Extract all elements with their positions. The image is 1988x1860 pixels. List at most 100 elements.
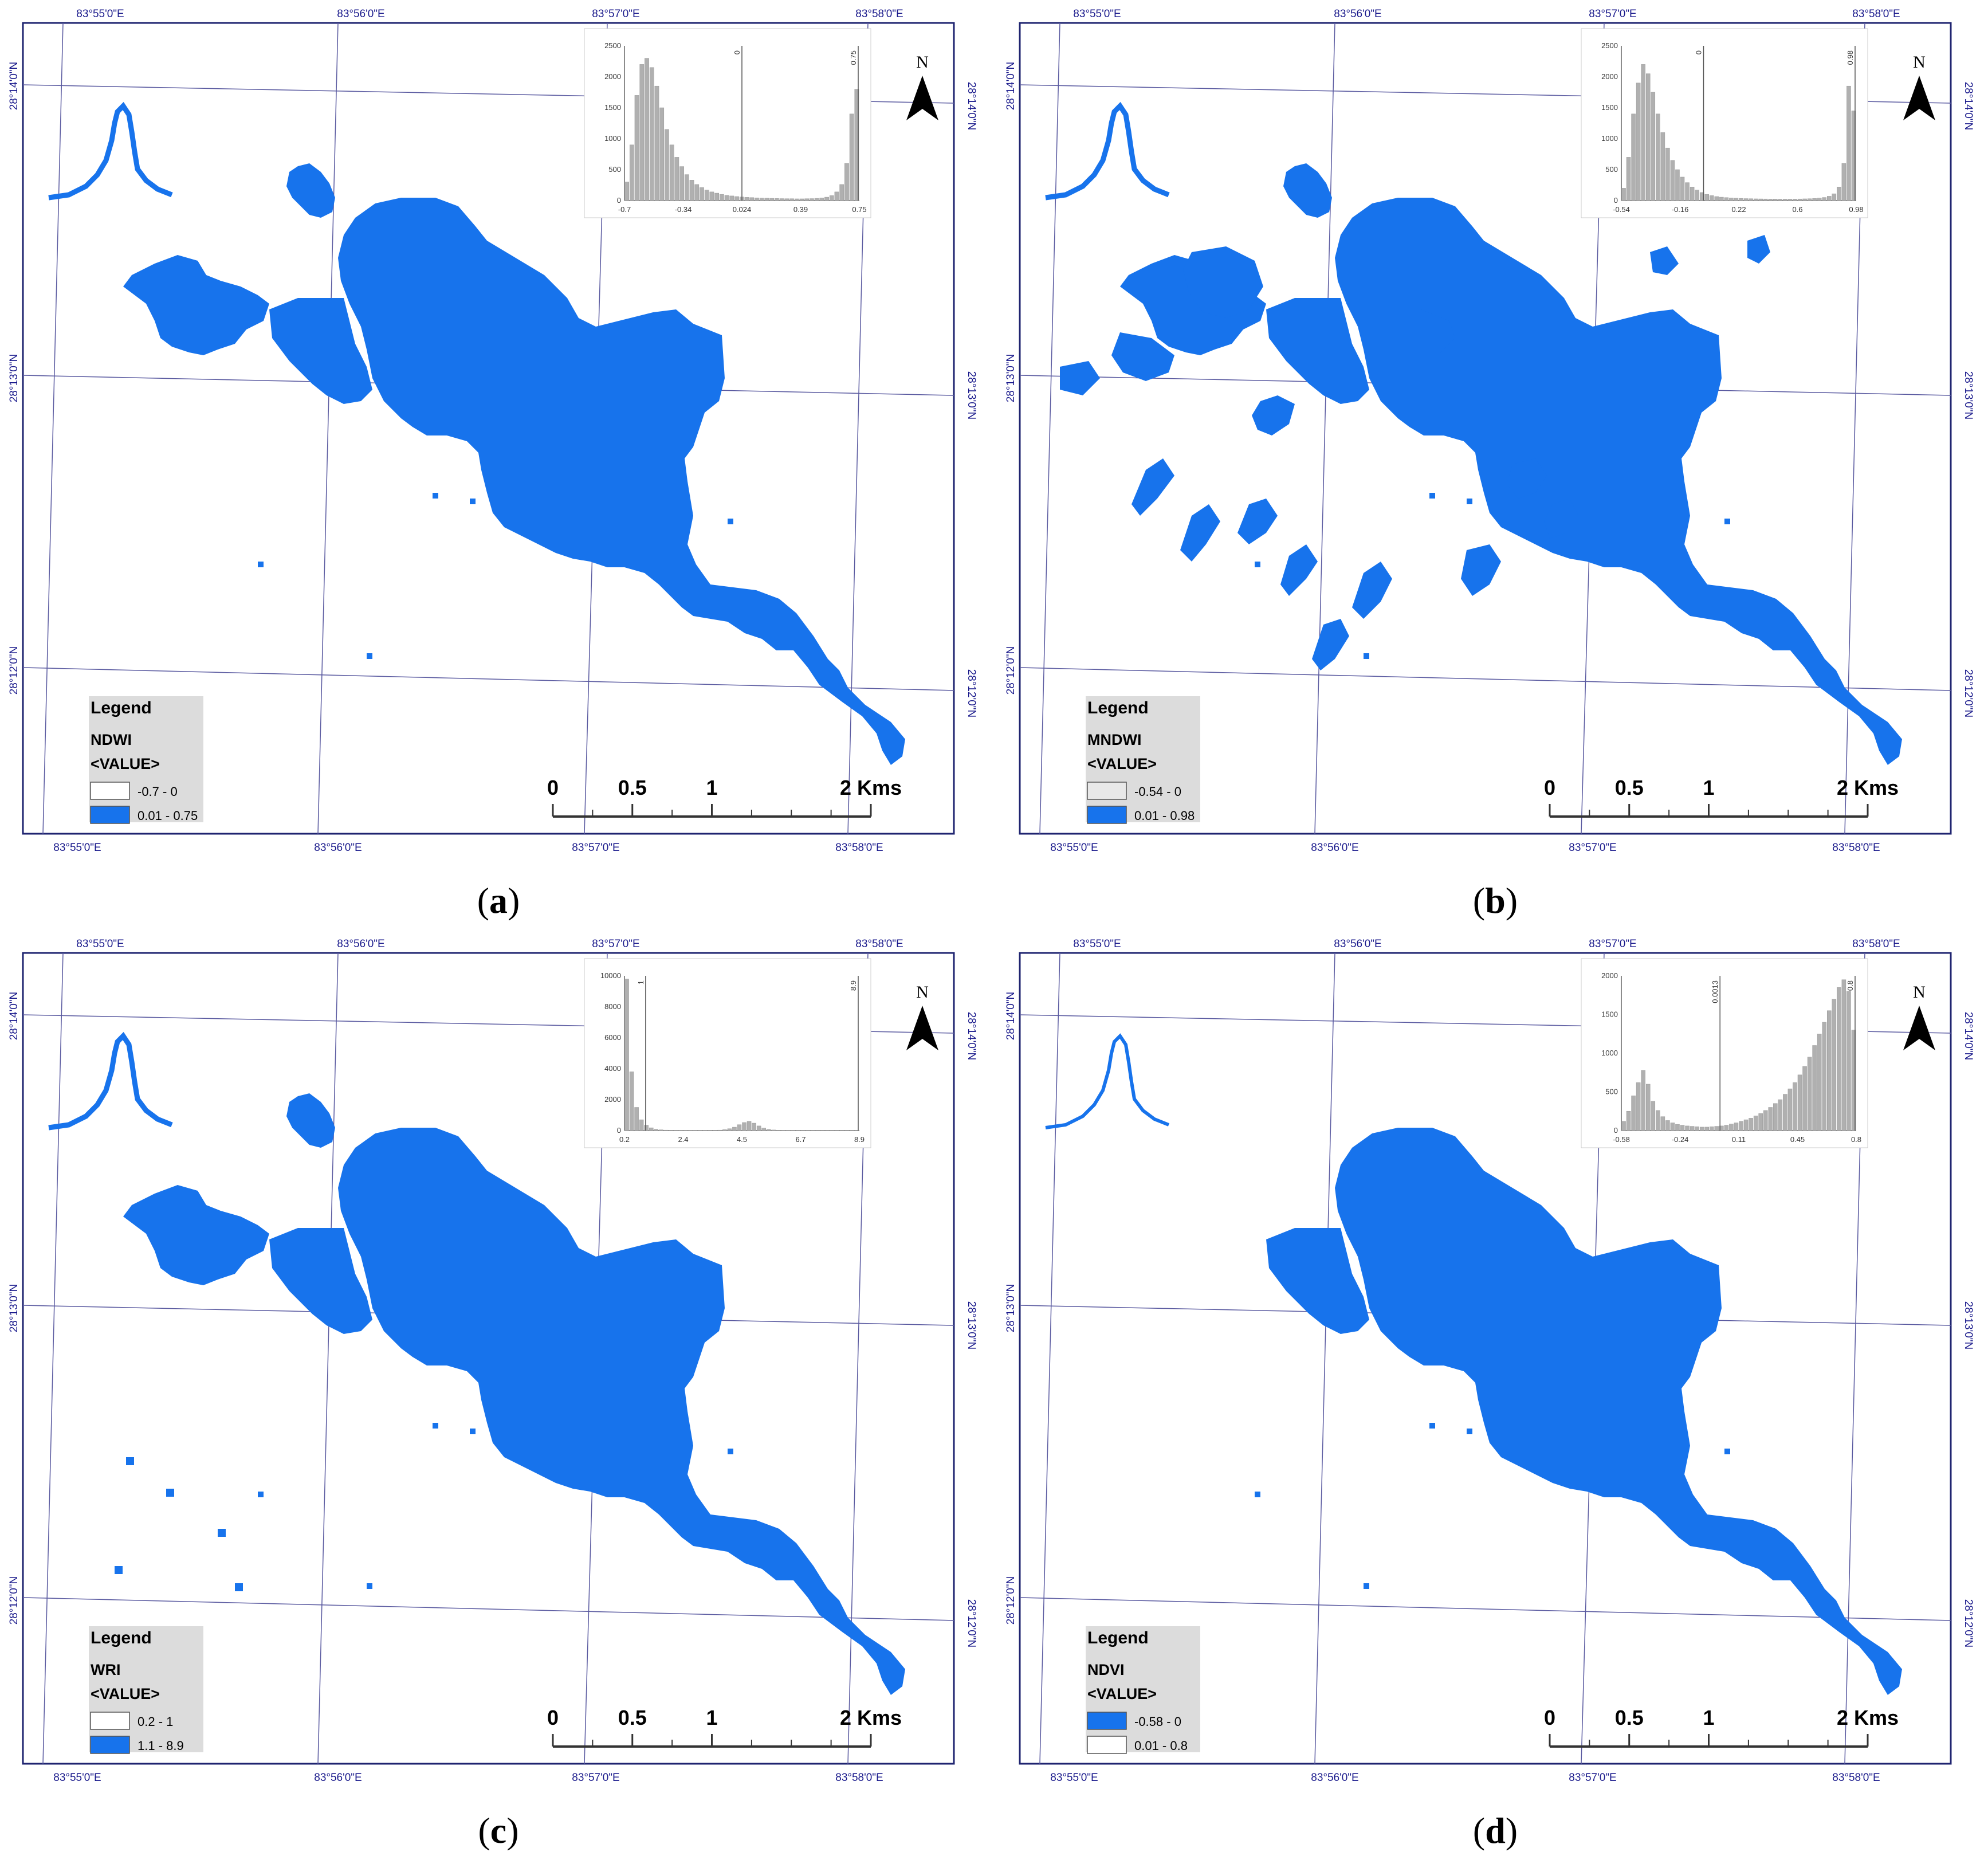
histogram-bar: [700, 187, 704, 201]
threshold-label: 0.0013: [1711, 980, 1719, 1003]
latitude-label: 28°12'0"N: [8, 1576, 20, 1625]
water-pixel: [433, 493, 438, 499]
histogram-x-tick: 0.11: [1732, 1135, 1746, 1144]
histogram-bar: [1841, 979, 1846, 1131]
histogram-x-tick: 0.75: [852, 205, 866, 214]
north-arrow-icon: N: [906, 983, 938, 1050]
legend-swatch: [90, 1736, 130, 1754]
histogram-y-tick: 0: [617, 1126, 621, 1135]
north-arrow-right: [922, 1006, 938, 1050]
legend-box: [1086, 696, 1200, 822]
histogram-x-tick: 0.45: [1790, 1135, 1805, 1144]
water-pixel: [115, 1566, 123, 1574]
scale-label: 1: [1703, 1706, 1714, 1729]
histogram-bar: [849, 113, 854, 201]
water-pixel: [470, 1429, 476, 1434]
map-panel-d: 83°55'0"E 83°55'0"E 83°56'0"E 83°56'0"E 83°5…: [997, 930, 1988, 1860]
histogram-x-tick: 2.4: [678, 1135, 688, 1144]
histogram-bar: [729, 195, 734, 201]
water-area: [1045, 101, 1902, 765]
panel-caption: (b): [1472, 880, 1518, 921]
histogram-bar: [829, 195, 834, 201]
histogram-bar: [1763, 1110, 1768, 1131]
histogram-bar: [689, 180, 694, 201]
latitude-label: 28°14'0"N: [965, 1012, 977, 1061]
histogram-bar: [1802, 1066, 1807, 1131]
histogram-bar: [839, 184, 844, 201]
histogram-bar: [1822, 197, 1827, 201]
histogram-x-tick: 0.22: [1731, 205, 1746, 214]
map-panel-a: 83°55'0"E 83°55'0"E 83°56'0"E 83°56'0"E 83°5…: [0, 0, 997, 930]
water-patch: [1252, 395, 1295, 435]
lake-body: [1335, 1128, 1902, 1695]
histogram-bar: [644, 1125, 649, 1131]
histogram-bar: [639, 64, 645, 201]
map-frame: 83°55'0"E 83°55'0"E 83°56'0"E 83°56'0"E 83°5…: [8, 8, 977, 854]
histogram-bar: [764, 198, 769, 201]
legend: Legend WRI <VALUE> 0.2 - 1 1.1 - 8.9: [89, 1626, 203, 1754]
water-patch: [1352, 562, 1392, 619]
histogram-bar: [1783, 199, 1787, 201]
longitude-label: 83°55'0"E: [76, 938, 124, 950]
scale-label: 0: [1544, 1706, 1555, 1729]
histogram-x-tick: 6.7: [795, 1135, 806, 1144]
histogram-bar: [1719, 197, 1724, 201]
histogram-inset: 2000 1500 1000 500 0-0.58 -0.24 0.11 0.45 0.8 0.0…: [1581, 958, 1868, 1148]
longitude-label: 83°58'0"E: [835, 842, 883, 854]
histogram-bar: [854, 89, 859, 201]
river-channel: [48, 1031, 173, 1131]
histogram-bar: [1739, 1121, 1743, 1131]
histogram-bar: [1660, 132, 1665, 201]
water-patch: [1237, 499, 1278, 544]
histogram-bar: [1641, 64, 1645, 201]
latitude-label: 28°14'0"N: [1005, 62, 1017, 111]
histogram-y-tick: 1500: [604, 103, 621, 112]
histogram-bar: [1710, 195, 1714, 201]
latitude-label: 28°13'0"N: [1962, 1301, 1974, 1350]
histogram-y-tick: 2500: [604, 41, 621, 50]
legend-title: Legend: [1087, 1629, 1149, 1647]
water-pixel: [1467, 499, 1472, 504]
water-pixel: [1429, 1423, 1435, 1429]
river-channel: [1045, 101, 1170, 201]
histogram-bar: [704, 190, 709, 201]
histogram-y-tick: 2500: [1601, 41, 1618, 50]
longitude-line: [42, 22, 64, 834]
water-pixel: [1255, 562, 1260, 567]
histogram-y-tick: 500: [1605, 165, 1618, 174]
latitude-label: 28°13'0"N: [965, 371, 977, 420]
water-patch: [1183, 246, 1263, 318]
histogram-bar: [1685, 182, 1690, 201]
histogram-bar: [1690, 186, 1695, 201]
longitude-label: 83°57'0"E: [1569, 842, 1616, 854]
histogram-x-tick: 0.39: [793, 205, 808, 214]
histogram-bar: [1793, 199, 1797, 201]
histogram-bar: [1719, 1125, 1724, 1131]
histogram-bar: [1758, 198, 1763, 201]
histogram-x-tick: 4.5: [737, 1135, 747, 1144]
histogram-bar: [1685, 1125, 1690, 1131]
western-lobe: [123, 255, 269, 355]
water-pixel: [728, 519, 733, 524]
water-pixel: [470, 499, 476, 504]
longitude-line: [42, 952, 64, 1764]
histogram-x-tick: -0.34: [675, 205, 692, 214]
northern-patch: [286, 163, 335, 218]
latitude-label: 28°14'0"N: [965, 82, 977, 131]
water-area: [48, 1031, 905, 1695]
histogram-bar: [684, 174, 689, 201]
map-frame: 83°55'0"E 83°55'0"E 83°56'0"E 83°56'0"E 83°5…: [8, 938, 977, 1784]
water-patch: [1747, 235, 1770, 264]
latitude-label: 28°13'0"N: [1962, 371, 1974, 420]
histogram-bar: [1626, 157, 1631, 201]
longitude-label: 83°56'0"E: [314, 842, 362, 854]
histogram-bar: [1832, 999, 1837, 1131]
histogram-x-tick: 0.2: [619, 1135, 630, 1144]
latitude-label: 28°12'0"N: [1962, 1599, 1974, 1648]
longitude-label: 83°57'0"E: [572, 1772, 619, 1784]
legend-class-label: -0.54 - 0: [1134, 784, 1181, 799]
water-pixel: [258, 562, 264, 567]
legend-value-label: <VALUE>: [91, 755, 160, 772]
water-pixel: [1724, 1449, 1730, 1454]
histogram-bar: [1675, 1124, 1680, 1131]
